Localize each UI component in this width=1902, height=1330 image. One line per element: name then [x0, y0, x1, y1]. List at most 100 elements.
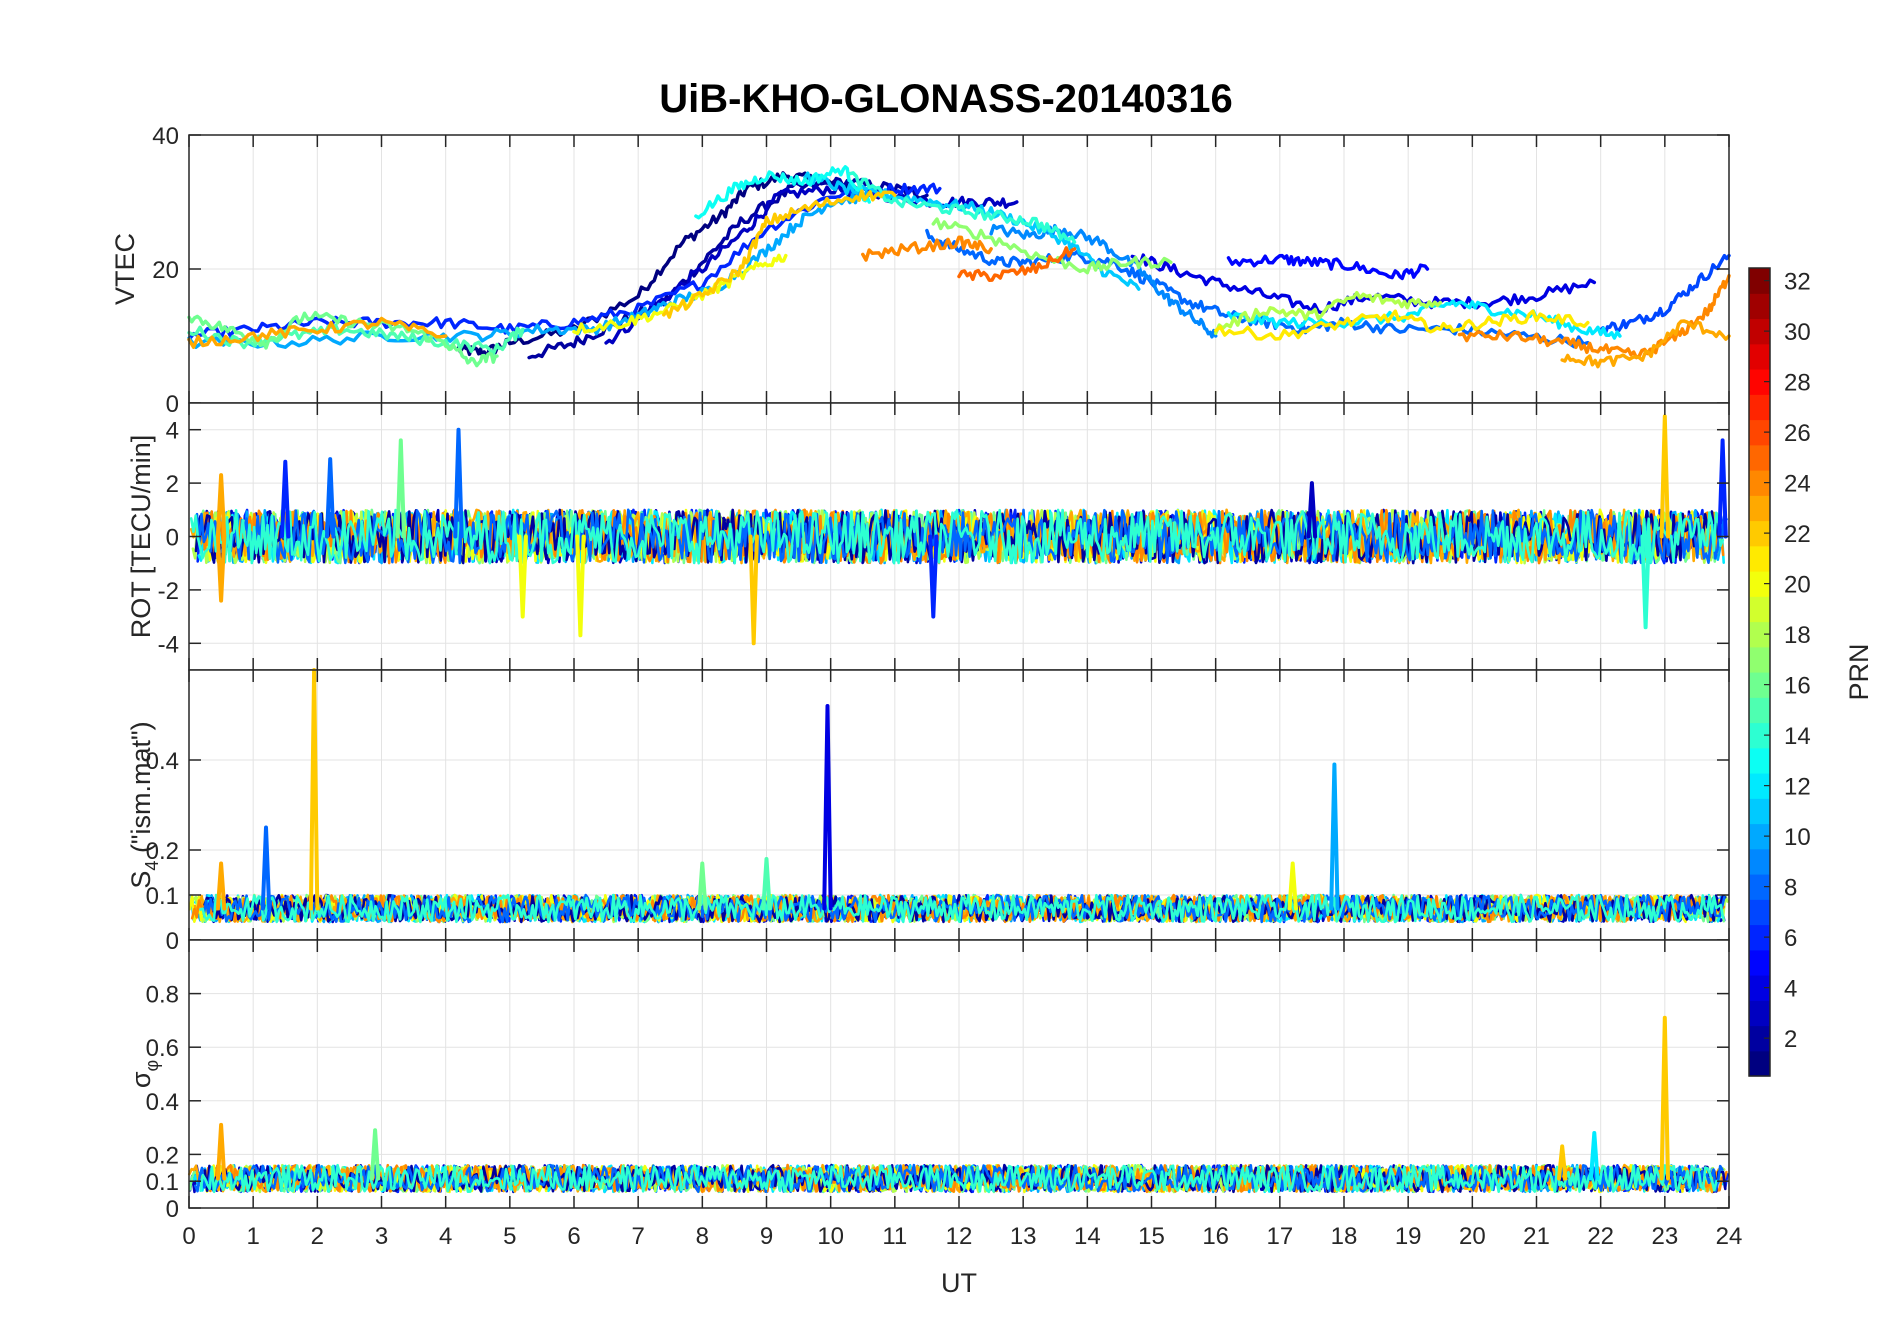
chart-title: UiB-KHO-GLONASS-20140316 — [659, 77, 1233, 121]
y-tick-label: 40 — [152, 123, 179, 150]
x-tick-label: 0 — [182, 1223, 195, 1250]
x-tick-label: 20 — [1459, 1223, 1486, 1250]
y-axis-label-main: σ — [126, 1071, 156, 1088]
x-ticks: 0 1 2 3 4 5 6 7 8 9 10 11 12 13 14 15 16 17 18 19 20 21 22 23 24 — [182, 940, 1742, 1250]
colorbar-tick-label: 20 — [1784, 572, 1811, 599]
data-lines — [189, 414, 1728, 646]
colorbar-tick-label: 8 — [1784, 875, 1797, 902]
colorbar-swatch — [1749, 747, 1770, 774]
panel-4: 00.10.20.40.60.80 1 2 3 4 5 6 7 8 9 10 11 12 13 14 15 16… — [126, 939, 1742, 1298]
series-prn-10 — [187, 189, 871, 349]
x-ticks — [188, 135, 1730, 403]
x-tick-label: 9 — [760, 1223, 773, 1250]
colorbar-swatch — [1749, 369, 1770, 395]
x-tick-label: 8 — [696, 1223, 709, 1250]
y-ticks: 0 0.1 0.2 0.4 — [146, 748, 1729, 955]
series-prn-23 — [1560, 319, 1731, 369]
y-tick-label: 0.4 — [146, 748, 179, 775]
y-axis-label-suffix: ("ism.mat") — [126, 721, 156, 860]
colorbar-swatch — [1749, 646, 1770, 673]
y-axis-label-main: S — [126, 871, 156, 889]
spike-prn-22 — [1557, 1144, 1568, 1181]
series-prn-25 — [957, 246, 1077, 282]
colorbar-swatch — [1749, 1025, 1770, 1052]
y-tick-label: -2 — [158, 578, 179, 605]
colorbar-swatch — [1749, 722, 1770, 749]
spike-prn-14 — [1640, 534, 1651, 630]
colorbar-tick-label: 16 — [1784, 673, 1811, 700]
series-prn-24 — [861, 235, 993, 262]
colorbar-frame — [1748, 267, 1771, 1077]
spike-prn-20 — [517, 534, 528, 619]
spike-prn-8 — [260, 825, 272, 911]
colorbar-tick-label: 14 — [1784, 723, 1811, 750]
data-lines — [187, 165, 1731, 369]
spike-prn-3 — [1306, 481, 1318, 539]
panel-2: -4 -2 0 2 4 ROT [TECU/min] — [126, 402, 1730, 671]
series-prn-6 — [187, 182, 942, 342]
y-ticks: 00.10.2 0.4 0.6 0.8 — [146, 982, 1729, 1223]
spike-prn-6 — [280, 459, 291, 539]
x-axis-label: UT — [941, 1268, 977, 1298]
y-tick-label: 0.4 — [146, 1089, 179, 1116]
colorbar-swatch — [1749, 545, 1770, 572]
y-axis-label-subscript: 4 — [142, 861, 162, 871]
x-tick-label: 17 — [1266, 1223, 1293, 1250]
spike-prn-23 — [215, 534, 227, 603]
colorbar-swatch — [1749, 1000, 1770, 1027]
y-tick-label: 0 — [166, 928, 179, 955]
colorbar-swatch — [1749, 975, 1770, 1001]
x-tick-label: 18 — [1331, 1223, 1358, 1250]
y-tick-label: 0.2 — [146, 838, 179, 865]
x-tick-label: 12 — [946, 1223, 973, 1250]
y-tick-label: 0 — [166, 1196, 179, 1223]
colorbar-swatch — [1749, 823, 1770, 850]
colorbar-swatch — [1749, 672, 1770, 698]
x-tick-label: 24 — [1716, 1223, 1743, 1250]
x-tick-label: 19 — [1395, 1223, 1422, 1250]
colorbar-swatch — [1749, 394, 1770, 421]
spike-prn-6 — [928, 534, 939, 619]
x-tick-label: 21 — [1523, 1223, 1550, 1250]
y-tick-label: 0.2 — [146, 1142, 179, 1169]
x-tick-label: 6 — [567, 1223, 580, 1250]
colorbar-tick-label: 6 — [1784, 925, 1797, 952]
colorbar-swatch — [1749, 444, 1770, 471]
spike-prn-23 — [215, 473, 227, 539]
x-tick-label: 11 — [882, 1223, 907, 1250]
x-tick-label: 3 — [375, 1223, 388, 1250]
y-axis-label: σφ — [126, 1060, 162, 1088]
y-axis-label: S4 ("ism.mat") — [126, 721, 162, 888]
y-tick-label: 0.6 — [146, 1035, 179, 1062]
series-prn-17 — [931, 217, 1173, 275]
spike-prn-12 — [1589, 1131, 1600, 1181]
y-axis-label: VTEC — [110, 233, 140, 305]
x-tick-label: 2 — [311, 1223, 324, 1250]
spike-prn-8 — [325, 457, 336, 539]
data-lines — [188, 668, 1729, 924]
colorbar-tick-label: 28 — [1784, 370, 1811, 397]
colorbar-tick-label: 2 — [1784, 1026, 1797, 1053]
x-tick-label: 10 — [817, 1223, 844, 1250]
series-prn-23 — [187, 316, 448, 349]
spike-prn-4 — [822, 704, 833, 911]
colorbar-swatch — [1749, 848, 1770, 875]
colorbar-swatch — [1749, 571, 1770, 597]
series-prn-21 — [1213, 309, 1590, 341]
series-prn-7 — [1598, 253, 1731, 336]
x-tick-label: 5 — [503, 1223, 516, 1250]
colorbar-label: PRN — [1844, 643, 1874, 700]
colorbar-swatch — [1749, 621, 1770, 648]
series-prn-9 — [989, 223, 1218, 339]
colorbar-tick-label: 4 — [1784, 976, 1797, 1003]
colorbar-tick-label: 26 — [1784, 420, 1811, 447]
data-lines — [188, 1015, 1729, 1194]
x-ticks — [188, 670, 1730, 940]
spike-prn-6 — [1717, 438, 1728, 539]
colorbar-tick-label: 24 — [1784, 471, 1811, 498]
colorbar-swatch — [1749, 924, 1770, 951]
x-ticks — [188, 403, 1730, 670]
series-prn-5 — [1226, 253, 1430, 281]
series-prn-13 — [694, 165, 871, 220]
